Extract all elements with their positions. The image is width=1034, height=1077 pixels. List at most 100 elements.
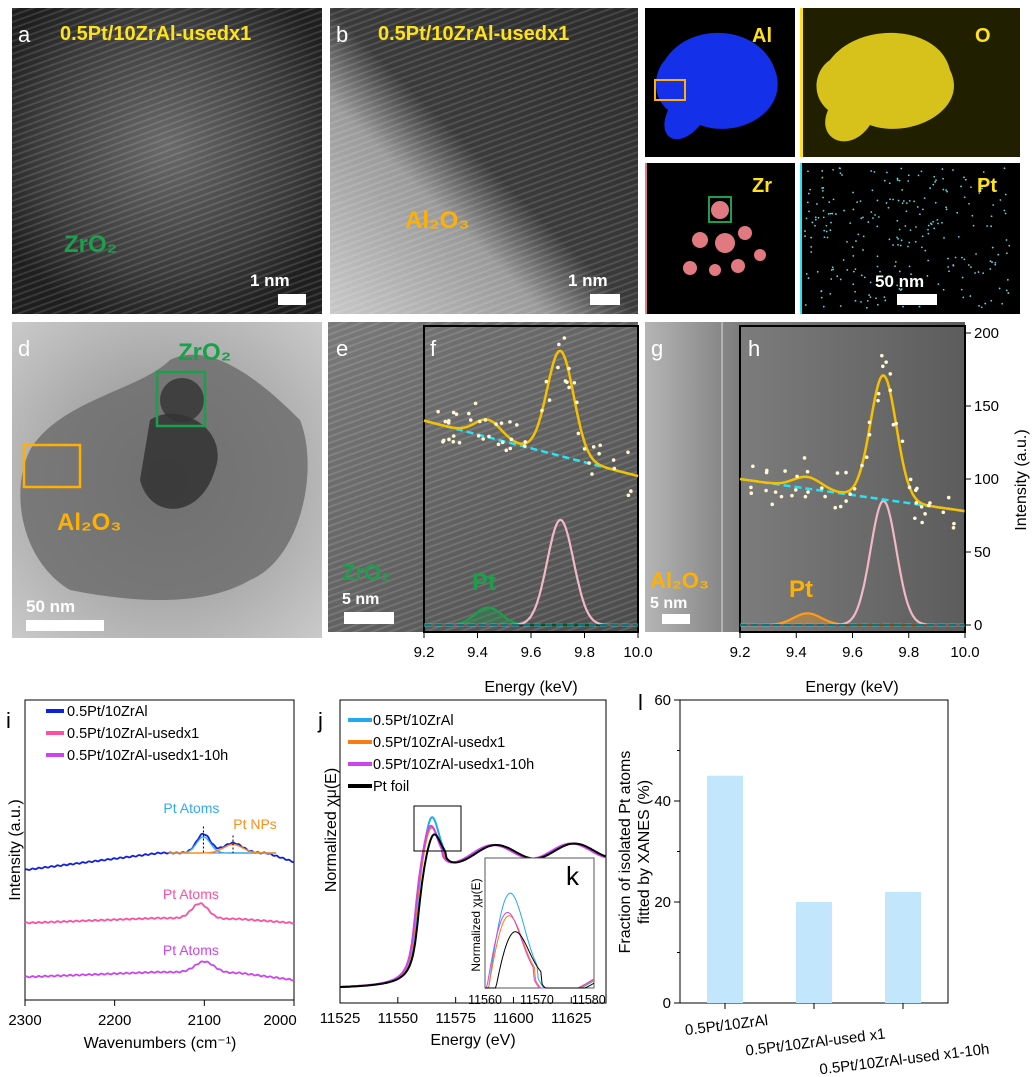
x-tick-label: 10.0 [950,644,979,661]
pt-dot [876,303,879,306]
data-point [894,421,899,426]
legend-label: 0.5Pt/10ZrAl-usedx1-10h [373,757,534,773]
pt-dot [970,266,972,268]
pt-dot [896,284,899,287]
pt-dot [933,175,936,178]
pt-dot [884,299,887,302]
pt-dot [937,283,940,286]
data-point [926,503,931,508]
pt-dot [862,235,865,238]
panel-letter: i [6,708,11,733]
data-point [880,353,884,358]
pt-dot [860,274,863,277]
pt-dot [980,180,983,183]
pt-dot [894,260,897,263]
pt-dot [970,186,972,189]
phase-label-zro2: ZrO₂ [178,339,231,366]
pt-dot [927,228,929,231]
data-point [556,365,560,370]
x-tick-label: 9.4 [786,644,807,661]
data-point [500,440,505,444]
pt-dot [957,235,960,238]
ir-curve-2 [24,960,295,982]
pt-dot [999,199,1002,201]
data-point [806,490,810,494]
pt-dot [982,171,985,173]
fit-curve [423,349,639,478]
scale-bar-label: 50 nm [26,597,75,616]
data-point [451,439,456,444]
pt-dot [907,174,910,177]
pt-dot [897,244,899,246]
data-point [867,420,872,425]
pt-dot [991,246,994,249]
x-category-label: 0.5Pt/10ZrAl-used x1 [744,1026,886,1060]
data-point [563,379,568,383]
pt-dot [990,225,992,228]
pt-dot [865,306,868,309]
y-tick-label: 50 [974,544,991,561]
scale-bar-label: 1 nm [568,271,608,290]
pt-dot [896,179,899,181]
data-point [907,485,912,490]
pt-dot [960,288,963,291]
pt-dot [823,229,826,232]
peak-label: Pt NPs [233,816,277,832]
phase-label: ZrO₂ [64,231,117,258]
data-point [876,391,881,396]
pt-dot [920,170,923,173]
pt-dot [984,302,987,305]
data-point [773,490,778,494]
data-point [764,488,768,493]
data-point [941,510,946,515]
data-point [544,379,549,384]
pt-dot [806,201,809,204]
x-tick-label: 2300 [8,1012,41,1029]
pt-dot [1007,292,1010,294]
data-point [820,486,824,490]
pt-dot [809,188,812,191]
pt-peak-label: Pt [789,576,813,603]
data-point [951,525,956,530]
ir-curve-1 [24,902,295,925]
pt-dot [942,288,945,291]
pt-dot [830,221,832,224]
scale-bar-label: 5 nm [342,591,379,608]
pt-dot [915,226,917,228]
pt-dot [855,240,857,242]
pt-dot [839,305,842,307]
pt-dot [907,180,910,182]
data-point [770,502,775,507]
pt-dot [830,269,833,271]
pt-dot [854,268,857,271]
pt-dot [914,240,917,243]
x-category-label: 0.5Pt/10ZrAl [684,1012,769,1039]
data-point [582,447,587,451]
pt-dot [817,216,820,219]
pt-dot [948,270,950,273]
pt-dot [821,189,824,192]
pt-dot [885,202,888,204]
pt-dot [975,253,977,255]
data-point [522,444,527,448]
pt-dot [1003,167,1006,170]
data-point [496,442,501,447]
pt-dot [954,256,957,259]
data-point [860,463,864,468]
pt-map [800,163,1020,314]
data-point [454,412,459,416]
pt-dot [821,176,824,179]
pt-dot [851,246,854,249]
pt-dot [918,305,921,308]
phase-label-al2o3: Al₂O₃ [57,509,121,536]
x-tick-label: 2000 [263,1012,296,1029]
data-point [914,501,919,505]
data-point [884,360,888,364]
pt-dot [886,171,888,174]
pt-dot [937,222,939,225]
pt-peak-label: Pt [472,569,496,596]
pt-dot [943,236,945,239]
pt-dot [852,270,855,273]
pt-dot [836,275,839,278]
zr-particles [683,201,766,276]
